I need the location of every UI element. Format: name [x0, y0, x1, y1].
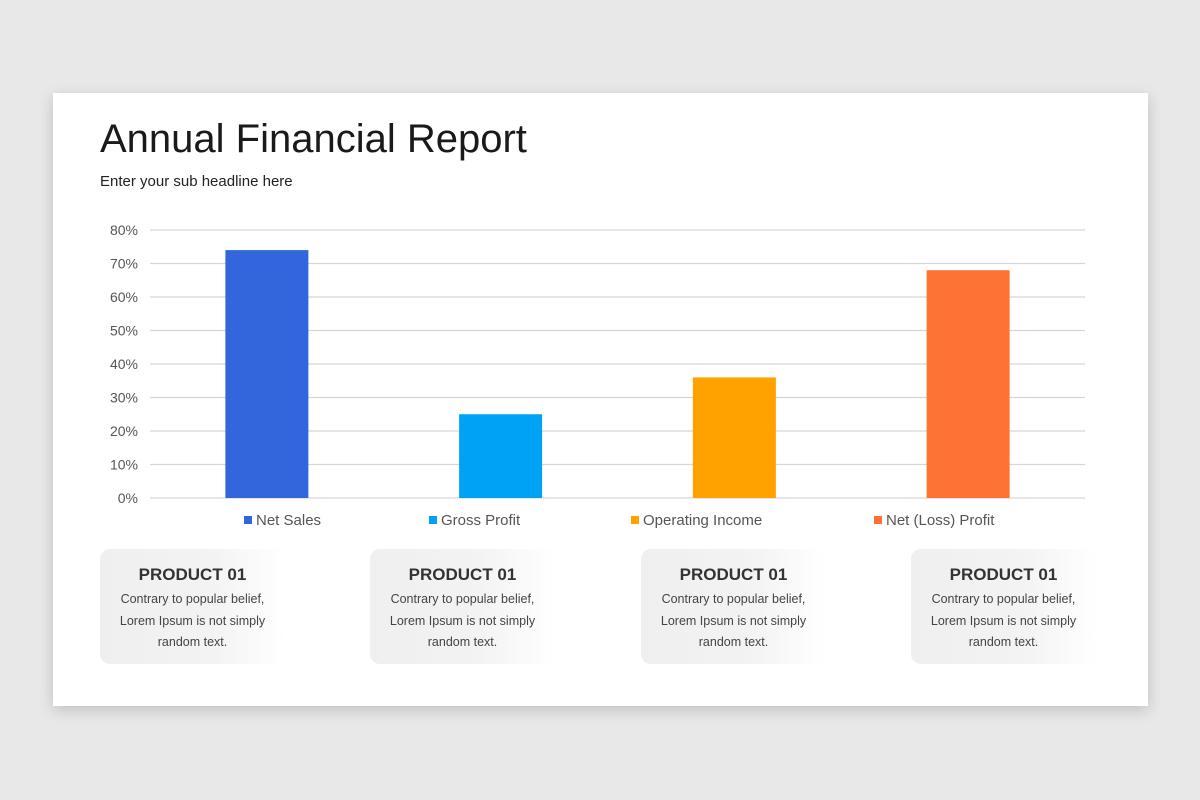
- legend-label: Net Sales: [256, 512, 321, 529]
- bar: [692, 377, 776, 498]
- legend-swatch: [244, 516, 252, 524]
- product-card: PRODUCT 01 Contrary to popular belief, Lo…: [911, 549, 1096, 664]
- product-card: PRODUCT 01 Contrary to popular belief, Lo…: [100, 549, 285, 664]
- card-text: Contrary to popular belief, Lorem Ipsum …: [389, 592, 536, 649]
- card-title: PRODUCT 01: [408, 565, 517, 584]
- page-subtitle: Enter your sub headline here: [100, 173, 293, 190]
- legend-label: Gross Profit: [441, 512, 521, 529]
- product-card: PRODUCT 01 Contrary to popular belief, Lo…: [641, 549, 826, 664]
- card-title: PRODUCT 01: [138, 565, 247, 584]
- card-text: Contrary to popular belief, Lorem Ipsum …: [660, 592, 807, 649]
- y-tick-label: 30%: [110, 390, 138, 406]
- legend-label: Net (Loss) Profit: [886, 512, 995, 529]
- y-tick-label: 60%: [110, 289, 138, 305]
- card-text: Contrary to popular belief, Lorem Ipsum …: [930, 592, 1077, 649]
- bar: [926, 270, 1010, 498]
- y-tick-label: 10%: [110, 457, 138, 473]
- y-tick-label: 50%: [110, 323, 138, 339]
- bar: [225, 250, 309, 498]
- y-tick-label: 70%: [110, 256, 138, 272]
- legend-label: Operating Income: [643, 512, 762, 529]
- card-text: Contrary to popular belief, Lorem Ipsum …: [119, 592, 266, 649]
- card-title: PRODUCT 01: [949, 565, 1058, 584]
- y-tick-label: 80%: [110, 222, 138, 238]
- legend-swatch: [874, 516, 882, 524]
- y-tick-label: 40%: [110, 356, 138, 372]
- bar-chart: 0% 10% 20% 30% 40% 50% 60% 70% 80% Net Sales Gross…: [110, 222, 1085, 529]
- legend-swatch: [631, 516, 639, 524]
- y-tick-label: 20%: [110, 423, 138, 439]
- card-title: PRODUCT 01: [679, 565, 788, 584]
- bar: [459, 414, 543, 498]
- page-title: Annual Financial Report: [100, 117, 527, 161]
- product-card: PRODUCT 01 Contrary to popular belief, Lo…: [370, 549, 555, 664]
- legend-swatch: [429, 516, 437, 524]
- slide: Annual Financial Report Enter your sub h…: [53, 93, 1148, 706]
- y-tick-label: 0%: [118, 490, 138, 506]
